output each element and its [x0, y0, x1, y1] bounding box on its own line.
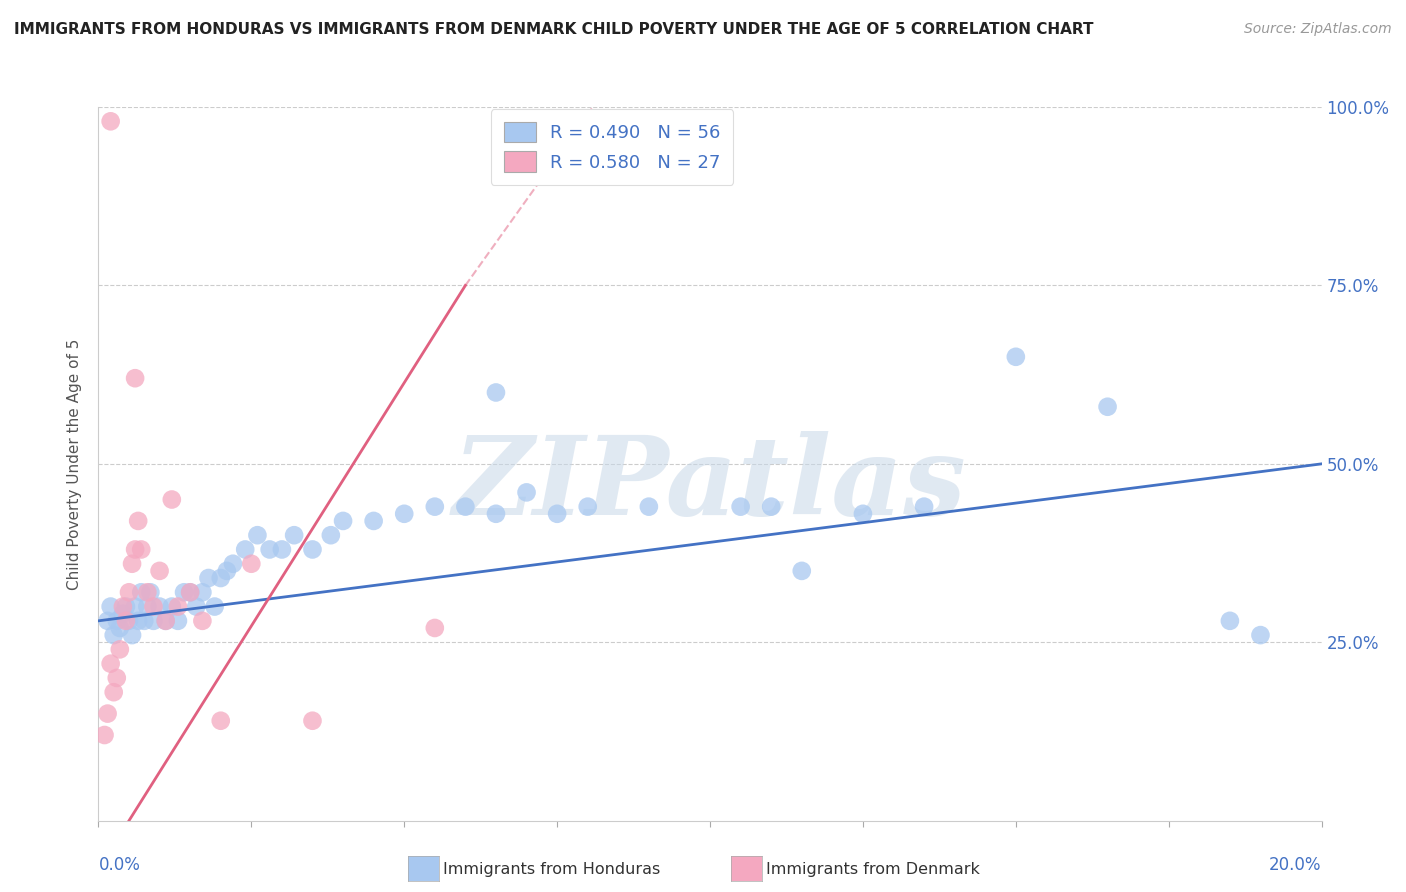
Point	[108, 642, 131, 657]
Point	[160, 599, 183, 614]
Point	[240, 557, 263, 571]
Point	[191, 614, 214, 628]
Point	[222, 557, 245, 571]
Point	[332, 514, 354, 528]
Text: 0.0%: 0.0%	[98, 856, 141, 874]
Point	[638, 500, 661, 514]
Point	[191, 585, 214, 599]
Point	[108, 621, 131, 635]
Point	[115, 614, 138, 628]
Point	[149, 564, 172, 578]
Point	[1004, 350, 1026, 364]
Point	[301, 714, 323, 728]
Point	[179, 585, 201, 599]
Y-axis label: Child Poverty Under the Age of 5: Child Poverty Under the Age of 5	[67, 338, 83, 590]
Point	[105, 614, 128, 628]
Point	[209, 714, 232, 728]
Point	[209, 571, 232, 585]
Point	[1250, 628, 1272, 642]
Legend: R = 0.490   N = 56, R = 0.580   N = 27: R = 0.490 N = 56, R = 0.580 N = 27	[491, 109, 734, 185]
Point	[111, 607, 134, 621]
Point	[134, 614, 156, 628]
Point	[197, 571, 219, 585]
Point	[516, 485, 538, 500]
Point	[129, 585, 152, 599]
Point	[233, 542, 256, 557]
Point	[97, 706, 120, 721]
Point	[423, 500, 446, 514]
Point	[139, 585, 162, 599]
Point	[124, 542, 146, 557]
Point	[576, 500, 599, 514]
Point	[111, 599, 134, 614]
Point	[155, 614, 177, 628]
Point	[173, 585, 195, 599]
Point	[1097, 400, 1119, 414]
Point	[485, 385, 508, 400]
Point	[283, 528, 305, 542]
Point	[246, 528, 269, 542]
Point	[215, 564, 238, 578]
Point	[1219, 614, 1241, 628]
Point	[105, 671, 128, 685]
Point	[167, 599, 190, 614]
Point	[103, 685, 125, 699]
Point	[118, 585, 141, 599]
Point	[93, 728, 115, 742]
Text: IMMIGRANTS FROM HONDURAS VS IMMIGRANTS FROM DENMARK CHILD POVERTY UNDER THE AGE : IMMIGRANTS FROM HONDURAS VS IMMIGRANTS F…	[14, 22, 1094, 37]
Point	[790, 564, 813, 578]
Text: Immigrants from Honduras: Immigrants from Honduras	[443, 863, 661, 877]
Point	[121, 628, 143, 642]
Point	[546, 507, 568, 521]
Point	[319, 528, 342, 542]
Point	[100, 114, 122, 128]
Point	[115, 599, 138, 614]
Point	[852, 507, 875, 521]
Point	[392, 507, 416, 521]
Point	[270, 542, 294, 557]
Point	[127, 614, 149, 628]
Point	[118, 614, 141, 628]
Point	[912, 500, 935, 514]
Point	[136, 599, 159, 614]
Point	[730, 500, 752, 514]
Point	[142, 599, 165, 614]
Point	[179, 585, 201, 599]
Point	[363, 514, 385, 528]
Text: 20.0%: 20.0%	[1270, 856, 1322, 874]
Point	[454, 500, 477, 514]
Point	[167, 614, 190, 628]
Point	[136, 585, 159, 599]
Point	[97, 614, 120, 628]
Point	[100, 599, 122, 614]
Text: Source: ZipAtlas.com: Source: ZipAtlas.com	[1244, 22, 1392, 37]
Point	[761, 500, 783, 514]
Point	[124, 371, 146, 385]
Point	[204, 599, 226, 614]
Point	[259, 542, 281, 557]
Point	[142, 614, 165, 628]
Point	[124, 599, 146, 614]
Point	[129, 542, 152, 557]
Point	[100, 657, 122, 671]
Point	[160, 492, 183, 507]
Point	[155, 614, 177, 628]
Point	[423, 621, 446, 635]
Point	[121, 557, 143, 571]
Point	[301, 542, 323, 557]
Point	[186, 599, 208, 614]
Text: ZIPatlas: ZIPatlas	[453, 432, 967, 539]
Point	[103, 628, 125, 642]
Point	[149, 599, 172, 614]
Point	[485, 507, 508, 521]
Point	[127, 514, 149, 528]
Text: Immigrants from Denmark: Immigrants from Denmark	[766, 863, 980, 877]
